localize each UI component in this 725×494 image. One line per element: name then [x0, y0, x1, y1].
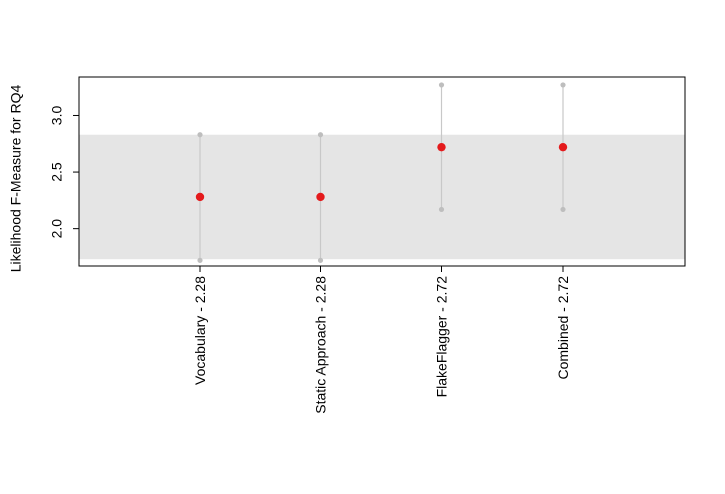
whisker-upper-point	[438, 82, 445, 88]
y-tick-label: 3.0	[49, 106, 65, 126]
estimate-point	[195, 192, 205, 202]
estimate-point	[316, 192, 325, 202]
credible-band	[79, 134, 685, 260]
x-tick-label: Static Approach - 2.28	[313, 276, 329, 414]
whisker-lower-point	[560, 206, 566, 213]
estimate-point	[437, 142, 446, 152]
whisker-upper-point	[317, 132, 324, 138]
whisker-lower-point	[438, 206, 445, 213]
marks-layer	[195, 82, 568, 263]
credible-band-layer	[79, 134, 685, 260]
y-tick-label: 2.0	[49, 219, 65, 239]
y-tick-label: 2.5	[49, 162, 65, 182]
y-axis-label: Likelihood F-Measure for RQ4	[8, 85, 24, 273]
estimate-point	[558, 142, 568, 152]
whisker-upper-point	[197, 132, 203, 138]
x-tick-label: Combined - 2.72	[555, 276, 571, 380]
plot-frame	[78, 76, 686, 267]
x-axis: Vocabulary - 2.28 Static Approach - 2.28 F…	[192, 266, 571, 414]
whisker-lower-point	[197, 257, 203, 263]
x-tick-label: FlakeFlagger - 2.72	[434, 276, 450, 398]
x-tick-label: Vocabulary - 2.28	[192, 276, 208, 385]
whisker-upper-point	[560, 82, 566, 88]
y-axis: 2.0 2.5 3.0	[49, 106, 79, 239]
whisker-lower-point	[317, 257, 324, 263]
